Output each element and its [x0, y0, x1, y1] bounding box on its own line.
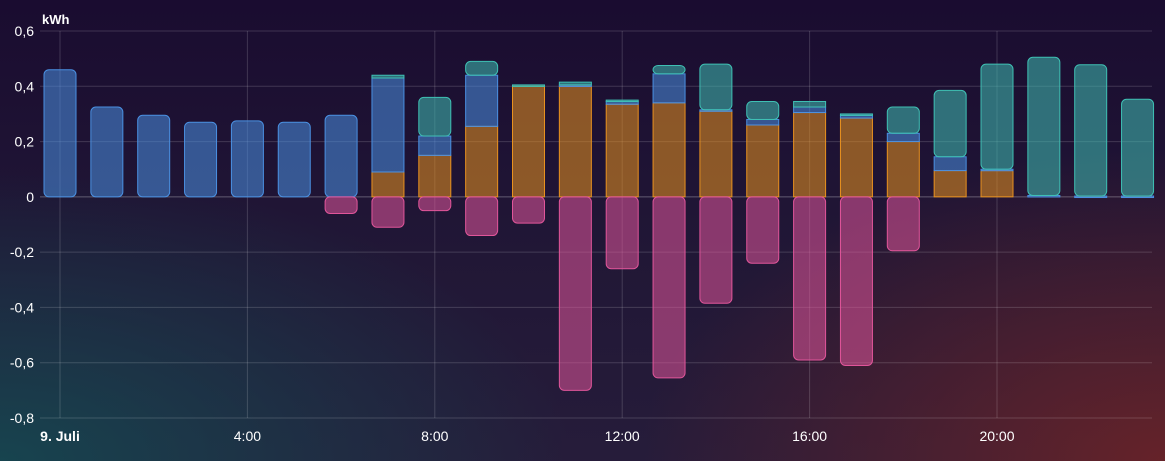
bar-segment [371, 196, 405, 228]
bar-segment [43, 69, 77, 198]
bar-segment [418, 196, 452, 212]
bar-segment [605, 103, 639, 198]
bar-segment [277, 121, 311, 198]
y-tick-label: -0,2 [10, 244, 34, 260]
bar-segment [886, 141, 920, 198]
bar-segment [652, 65, 686, 75]
bar-segment [465, 74, 499, 127]
bar-segment [512, 85, 545, 198]
bar-segment [699, 110, 733, 198]
bar-segment [418, 135, 452, 156]
bar-segment [839, 113, 873, 116]
bar-segment [980, 63, 1014, 170]
bar-segment [605, 196, 639, 270]
bar-segment [839, 117, 873, 198]
bar-segment [699, 63, 733, 111]
y-axis-unit: kWh [42, 12, 70, 27]
bar-segment [418, 154, 452, 198]
bar-segment [793, 196, 827, 361]
bar-segment [793, 106, 827, 114]
bar-segment [137, 114, 171, 198]
bar-segment [652, 73, 686, 104]
y-tick-label: -0,6 [10, 355, 34, 371]
bar-segment [558, 196, 592, 391]
bar-segment [465, 196, 499, 237]
bar-segment [839, 196, 873, 366]
bar-segment [184, 121, 218, 198]
bar-segment [371, 171, 405, 198]
bar-segment [324, 196, 358, 214]
bar-segment [746, 100, 780, 120]
bar-segment [512, 196, 545, 224]
x-tick-label: 8:00 [421, 428, 448, 444]
bar-segment [886, 106, 920, 134]
x-tick-label: 12:00 [605, 428, 640, 444]
bar-segment [793, 100, 827, 108]
axis-labels: 0,6 0,4 0,2 0 -0,2 -0,4 -0,6 -0,8 9. Juli 4:00 8:0… [10, 23, 1015, 444]
bar-segment [371, 74, 405, 79]
bar-segment [933, 89, 967, 158]
bar-segment [652, 196, 686, 379]
bar-segment [605, 99, 639, 103]
bar-segment [1121, 98, 1155, 197]
bar-segment [886, 132, 920, 143]
bar-segment [558, 81, 592, 86]
bar-segment [465, 125, 499, 198]
bars [43, 56, 1155, 391]
bar-segment [324, 114, 358, 198]
bar-segment [512, 84, 545, 87]
y-tick-label: 0,2 [15, 134, 35, 150]
x-tick-label: 20:00 [979, 428, 1014, 444]
y-tick-label: 0 [26, 189, 34, 205]
bar-segment [746, 196, 780, 264]
bar-segment [1074, 64, 1108, 197]
bar-segment [418, 96, 452, 137]
bar-segment [746, 124, 780, 198]
bar-segment [558, 85, 592, 198]
x-tick-label: 9. Juli [40, 428, 80, 444]
bar-segment [980, 170, 1014, 198]
y-tick-label: 0,6 [15, 23, 35, 39]
bar-segment [465, 60, 499, 76]
bar-segment [793, 112, 827, 198]
y-tick-label: -0,4 [10, 299, 34, 315]
bar-segment [1027, 56, 1061, 196]
y-tick-label: -0,8 [10, 410, 34, 426]
bar-segment [230, 120, 264, 198]
x-tick-label: 16:00 [792, 428, 827, 444]
bar-segment [933, 170, 967, 198]
bar-segment [933, 156, 967, 172]
bar-segment [652, 102, 686, 198]
bar-segment [371, 77, 405, 173]
bar-segment [746, 118, 780, 126]
bar-segment [886, 196, 920, 252]
bar-segment [699, 196, 733, 304]
bar-segment [90, 106, 124, 198]
x-tick-label: 4:00 [234, 428, 261, 444]
y-tick-label: 0,4 [15, 78, 35, 94]
